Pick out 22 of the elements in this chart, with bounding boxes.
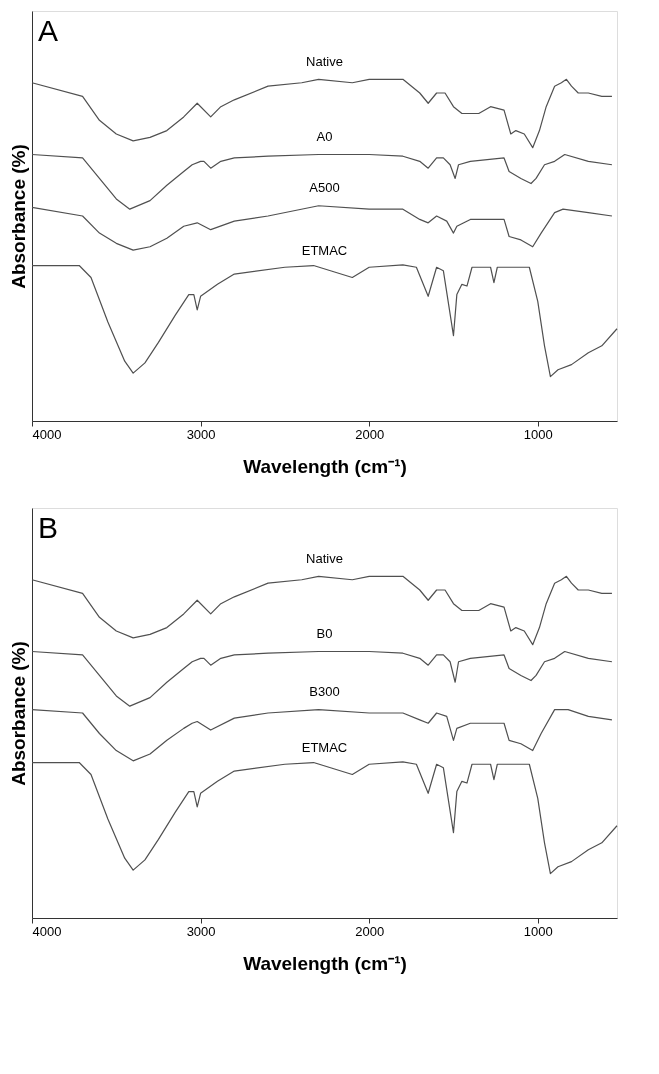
x-tick-label: 3000 — [186, 923, 216, 939]
x-tick-label: 2000 — [355, 923, 385, 939]
x-tick-label: 1000 — [523, 426, 553, 442]
chart-title: B — [38, 511, 59, 544]
x-tick-label: 4000 — [32, 426, 62, 442]
series-label: A0 — [316, 128, 333, 144]
chart-title: A — [38, 14, 59, 47]
x-tick-label: 3000 — [186, 426, 216, 442]
x-axis-title: Wavelength (cm⁻¹) — [243, 455, 407, 477]
y-axis-title: Absorbance (%) — [7, 144, 29, 289]
series-label: Native — [306, 550, 343, 566]
series-label: B300 — [309, 683, 340, 699]
x-tick-label: 2000 — [355, 426, 385, 442]
series-label: Native — [306, 53, 343, 69]
x-tick-label: 1000 — [523, 923, 553, 939]
series-label: ETMAC — [301, 242, 348, 258]
series-label: A500 — [309, 180, 340, 196]
y-axis-title: Absorbance (%) — [7, 641, 29, 786]
x-axis-title: Wavelength (cm⁻¹) — [243, 952, 407, 974]
series-label: B0 — [316, 625, 333, 641]
x-tick-label: 4000 — [32, 923, 62, 939]
series-label: ETMAC — [301, 739, 348, 755]
